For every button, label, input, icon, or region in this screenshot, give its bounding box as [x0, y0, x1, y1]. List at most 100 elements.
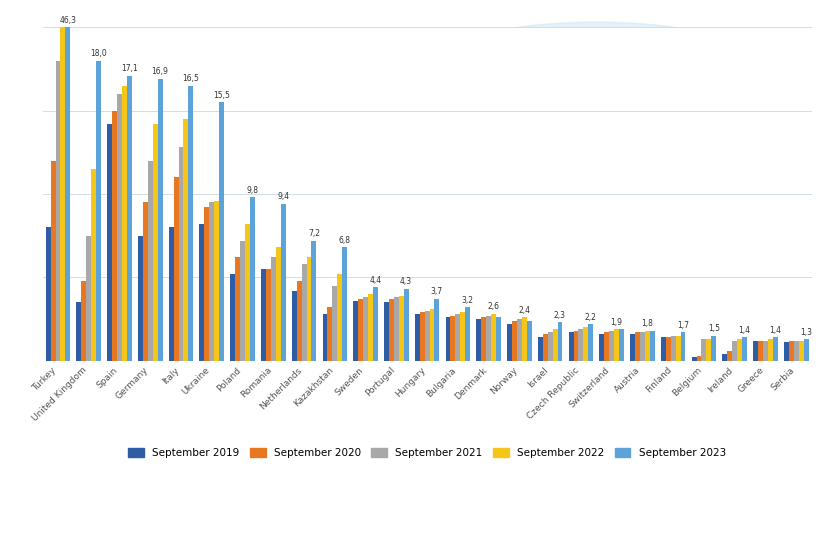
Bar: [189, 86, 193, 361]
Bar: [516, 319, 521, 361]
Bar: [526, 321, 531, 361]
Bar: [311, 240, 316, 361]
Bar: [419, 312, 424, 361]
Text: 16,9: 16,9: [151, 67, 169, 76]
Bar: [394, 298, 399, 361]
Text: 2,2: 2,2: [584, 312, 596, 322]
Bar: [731, 340, 736, 361]
Bar: [445, 317, 450, 361]
Bar: [301, 264, 306, 361]
Text: 7,2: 7,2: [308, 229, 319, 238]
Bar: [138, 235, 143, 361]
Bar: [495, 317, 500, 361]
Bar: [65, 0, 70, 361]
Bar: [552, 329, 557, 361]
Bar: [86, 235, 91, 361]
Text: 1,8: 1,8: [641, 319, 653, 328]
Bar: [429, 309, 434, 361]
Text: 46,3: 46,3: [60, 15, 76, 25]
Bar: [169, 227, 174, 361]
Bar: [372, 287, 377, 361]
Bar: [547, 332, 552, 361]
Bar: [762, 340, 767, 361]
Bar: [332, 285, 337, 361]
Bar: [91, 169, 96, 361]
Bar: [700, 339, 705, 361]
Bar: [803, 339, 808, 361]
Bar: [127, 75, 131, 361]
Bar: [758, 340, 762, 361]
Bar: [250, 197, 255, 361]
Text: 18,0: 18,0: [90, 49, 107, 58]
Bar: [614, 329, 619, 361]
Bar: [367, 294, 372, 361]
Bar: [506, 324, 511, 361]
Bar: [788, 340, 793, 361]
Bar: [573, 331, 578, 361]
Bar: [793, 340, 798, 361]
Bar: [353, 301, 358, 361]
Bar: [665, 337, 670, 361]
Bar: [122, 86, 127, 361]
Bar: [76, 302, 81, 361]
Text: 2,4: 2,4: [518, 306, 529, 315]
Bar: [490, 314, 495, 361]
Bar: [45, 227, 50, 361]
Bar: [455, 314, 460, 361]
Bar: [485, 316, 490, 361]
Bar: [147, 161, 152, 361]
Bar: [736, 339, 741, 361]
Bar: [705, 339, 710, 361]
Text: 9,8: 9,8: [246, 186, 258, 195]
Bar: [767, 339, 772, 361]
Legend: September 2019, September 2020, September 2021, September 2022, September 2023: September 2019, September 2020, Septembe…: [124, 444, 729, 462]
Bar: [691, 358, 696, 361]
Bar: [96, 60, 101, 361]
Bar: [363, 298, 367, 361]
Bar: [60, 0, 65, 361]
Bar: [414, 314, 419, 361]
Bar: [476, 319, 480, 361]
Bar: [424, 311, 429, 361]
Text: 1,4: 1,4: [738, 326, 749, 335]
Text: 4,4: 4,4: [369, 276, 381, 285]
Bar: [157, 79, 162, 361]
Bar: [230, 274, 235, 361]
Bar: [772, 337, 777, 361]
Bar: [296, 280, 301, 361]
Bar: [143, 202, 147, 361]
Bar: [174, 177, 179, 361]
Bar: [399, 296, 404, 361]
Bar: [599, 334, 604, 361]
Text: 1,5: 1,5: [707, 324, 719, 333]
Bar: [184, 119, 189, 361]
Text: 1,9: 1,9: [609, 317, 622, 327]
Bar: [265, 269, 270, 361]
Bar: [261, 269, 265, 361]
Bar: [214, 201, 219, 361]
Bar: [209, 202, 214, 361]
Text: 6,8: 6,8: [338, 236, 351, 245]
Bar: [696, 356, 700, 361]
Bar: [557, 322, 562, 361]
Bar: [568, 332, 573, 361]
Text: 1,3: 1,3: [799, 327, 811, 337]
Bar: [434, 299, 439, 361]
Text: 2,6: 2,6: [487, 302, 499, 311]
Bar: [660, 337, 665, 361]
Bar: [460, 312, 465, 361]
Bar: [245, 224, 250, 361]
Bar: [680, 332, 685, 361]
Bar: [726, 351, 731, 361]
Bar: [179, 147, 184, 361]
Bar: [199, 224, 204, 361]
Bar: [741, 337, 746, 361]
Bar: [280, 204, 285, 361]
Bar: [644, 331, 649, 361]
Bar: [619, 329, 624, 361]
Bar: [358, 299, 363, 361]
Bar: [291, 290, 296, 361]
Bar: [81, 280, 86, 361]
Bar: [578, 329, 583, 361]
Bar: [538, 337, 543, 361]
